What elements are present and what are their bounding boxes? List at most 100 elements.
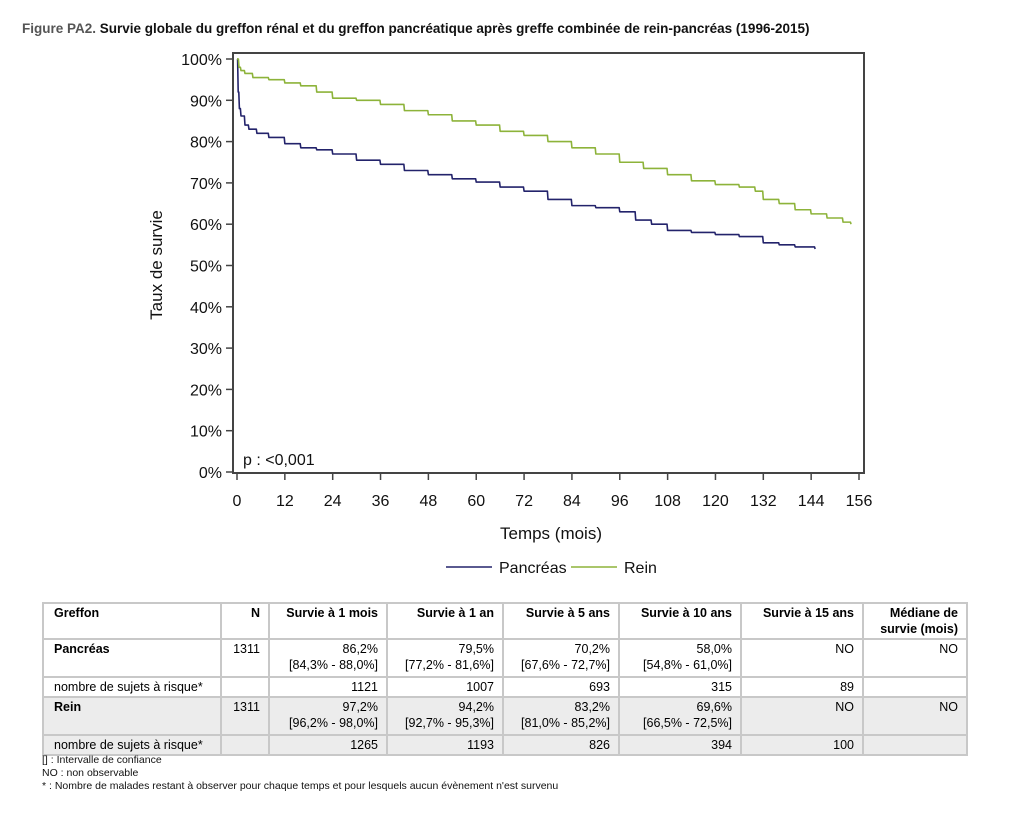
x-tick-label: 120: [702, 493, 729, 510]
x-tick-label: 84: [563, 493, 581, 510]
col-header: N: [220, 602, 270, 640]
x-tick-label: 60: [467, 493, 485, 510]
series-line-rein: [237, 58, 852, 225]
survival-value: 86,2%: [342, 642, 378, 656]
col-header: Survie à 5 ans: [502, 602, 620, 640]
at-risk-row: nombre de sujets à risque* 1265 1193 826 394…: [42, 734, 968, 756]
empty-cell: [220, 676, 270, 698]
confidence-interval: [84,3% - 88,0%]: [289, 658, 378, 672]
y-tick-label: 100%: [181, 52, 222, 69]
confidence-interval: [67,6% - 72,7%]: [521, 658, 610, 672]
note-no: NO : non observable: [42, 767, 139, 779]
y-tick-label: 80%: [190, 135, 222, 152]
x-tick-label: 36: [372, 493, 390, 510]
x-tick-label: 72: [515, 493, 533, 510]
y-tick-label: 70%: [190, 176, 222, 193]
col-header: Greffon: [42, 602, 222, 640]
group-name: Pancréas: [42, 638, 222, 678]
col-header: Survie à 1 an: [386, 602, 504, 640]
p-value-annotation: p : <0,001: [243, 452, 315, 469]
x-tick-label: 0: [233, 493, 242, 510]
n-value: 1311: [220, 638, 270, 678]
at-risk-value: [862, 734, 968, 756]
x-tick-label: 48: [419, 493, 437, 510]
survival-table: Greffon N Survie à 1 mois Survie à 1 an …: [42, 602, 968, 756]
confidence-interval: [81,0% - 85,2%]: [521, 716, 610, 730]
at-risk-row: nombre de sujets à risque* 1121 1007 693 315…: [42, 676, 968, 698]
survival-cell: 79,5% [77,2% - 81,6%]: [386, 638, 504, 678]
y-tick-label: 10%: [190, 424, 222, 441]
survival-value: 94,2%: [458, 700, 494, 714]
y-tick-label: 20%: [190, 382, 222, 399]
col-header: Survie à 10 ans: [618, 602, 742, 640]
survival-value: NO: [835, 642, 854, 656]
survival-cell: 86,2% [84,3% - 88,0%]: [268, 638, 388, 678]
survival-value: 79,5%: [458, 642, 494, 656]
note-at-risk: * : Nombre de malades restant à observer…: [42, 780, 559, 792]
x-tick-label: 144: [798, 493, 825, 510]
y-tick-label: 90%: [190, 93, 222, 110]
y-tick-label: 30%: [190, 341, 222, 358]
survival-value: 58,0%: [696, 642, 732, 656]
survival-chart: 0% 10% 20% 30% 40% 50% 60% 70% 80% 90% 100% 0 12 24 3…: [147, 52, 873, 577]
table-row: Rein 1311 97,2% [96,2% - 98,0%] 94,2% [92,7% …: [42, 696, 968, 736]
legend-label: Rein: [624, 560, 657, 577]
survival-cell: NO: [740, 696, 864, 736]
survival-cell: 83,2% [81,0% - 85,2%]: [502, 696, 620, 736]
col-header: Survie à 1 mois: [268, 602, 388, 640]
survival-cell: NO: [740, 638, 864, 678]
y-tick-label: 50%: [190, 259, 222, 276]
at-risk-label: nombre de sujets à risque*: [42, 734, 222, 756]
survival-value: 69,6%: [696, 700, 732, 714]
y-tick-label: 40%: [190, 300, 222, 317]
figure-title: Figure PA2. Survie globale du greffon ré…: [22, 21, 809, 36]
confidence-interval: [92,7% - 95,3%]: [405, 716, 494, 730]
x-axis-label: Temps (mois): [500, 524, 602, 543]
series-line-pancras: [236, 58, 816, 250]
survival-cell: NO: [862, 638, 968, 678]
x-tick-label: 156: [846, 493, 873, 510]
col-header: Médiane de survie (mois): [862, 602, 968, 640]
confidence-interval: [54,8% - 61,0%]: [643, 658, 732, 672]
at-risk-label: nombre de sujets à risque*: [42, 676, 222, 698]
x-tick-label: 24: [324, 493, 342, 510]
group-name: Rein: [42, 696, 222, 736]
table-notes: [] : Intervalle de confiance NO : non ob…: [42, 754, 558, 793]
confidence-interval: [77,2% - 81,6%]: [405, 658, 494, 672]
figure-label: Figure PA2.: [22, 21, 97, 36]
y-tick-label: 0%: [199, 465, 222, 482]
confidence-interval: [96,2% - 98,0%]: [289, 716, 378, 730]
survival-cell: 94,2% [92,7% - 95,3%]: [386, 696, 504, 736]
at-risk-value: 100: [740, 734, 864, 756]
y-tick-label: 60%: [190, 217, 222, 234]
at-risk-value: 826: [502, 734, 620, 756]
x-tick-label: 96: [611, 493, 629, 510]
at-risk-value: 1121: [268, 676, 388, 698]
survival-value: 97,2%: [342, 700, 378, 714]
table-header-row: Greffon N Survie à 1 mois Survie à 1 an …: [42, 602, 968, 640]
legend-label: Pancréas: [499, 560, 567, 577]
at-risk-value: 1265: [268, 734, 388, 756]
x-tick-label: 12: [276, 493, 294, 510]
x-tick-label: 132: [750, 493, 777, 510]
x-tick-label: 108: [654, 493, 681, 510]
plot-area: [232, 52, 865, 474]
at-risk-value: 1007: [386, 676, 504, 698]
at-risk-value: 89: [740, 676, 864, 698]
at-risk-value: 1193: [386, 734, 504, 756]
note-ci: [] : Intervalle de confiance: [42, 754, 162, 766]
survival-cell: 97,2% [96,2% - 98,0%]: [268, 696, 388, 736]
survival-value: 83,2%: [574, 700, 610, 714]
at-risk-value: 315: [618, 676, 742, 698]
survival-value: NO: [939, 642, 958, 656]
at-risk-value: 693: [502, 676, 620, 698]
survival-cell: 70,2% [67,6% - 72,7%]: [502, 638, 620, 678]
survival-cell: NO: [862, 696, 968, 736]
y-axis-label: Taux de survie: [147, 210, 166, 320]
survival-value: NO: [939, 700, 958, 714]
n-value: 1311: [220, 696, 270, 736]
at-risk-value: [862, 676, 968, 698]
survival-value: 70,2%: [574, 642, 610, 656]
survival-cell: 69,6% [66,5% - 72,5%]: [618, 696, 742, 736]
col-header: Survie à 15 ans: [740, 602, 864, 640]
